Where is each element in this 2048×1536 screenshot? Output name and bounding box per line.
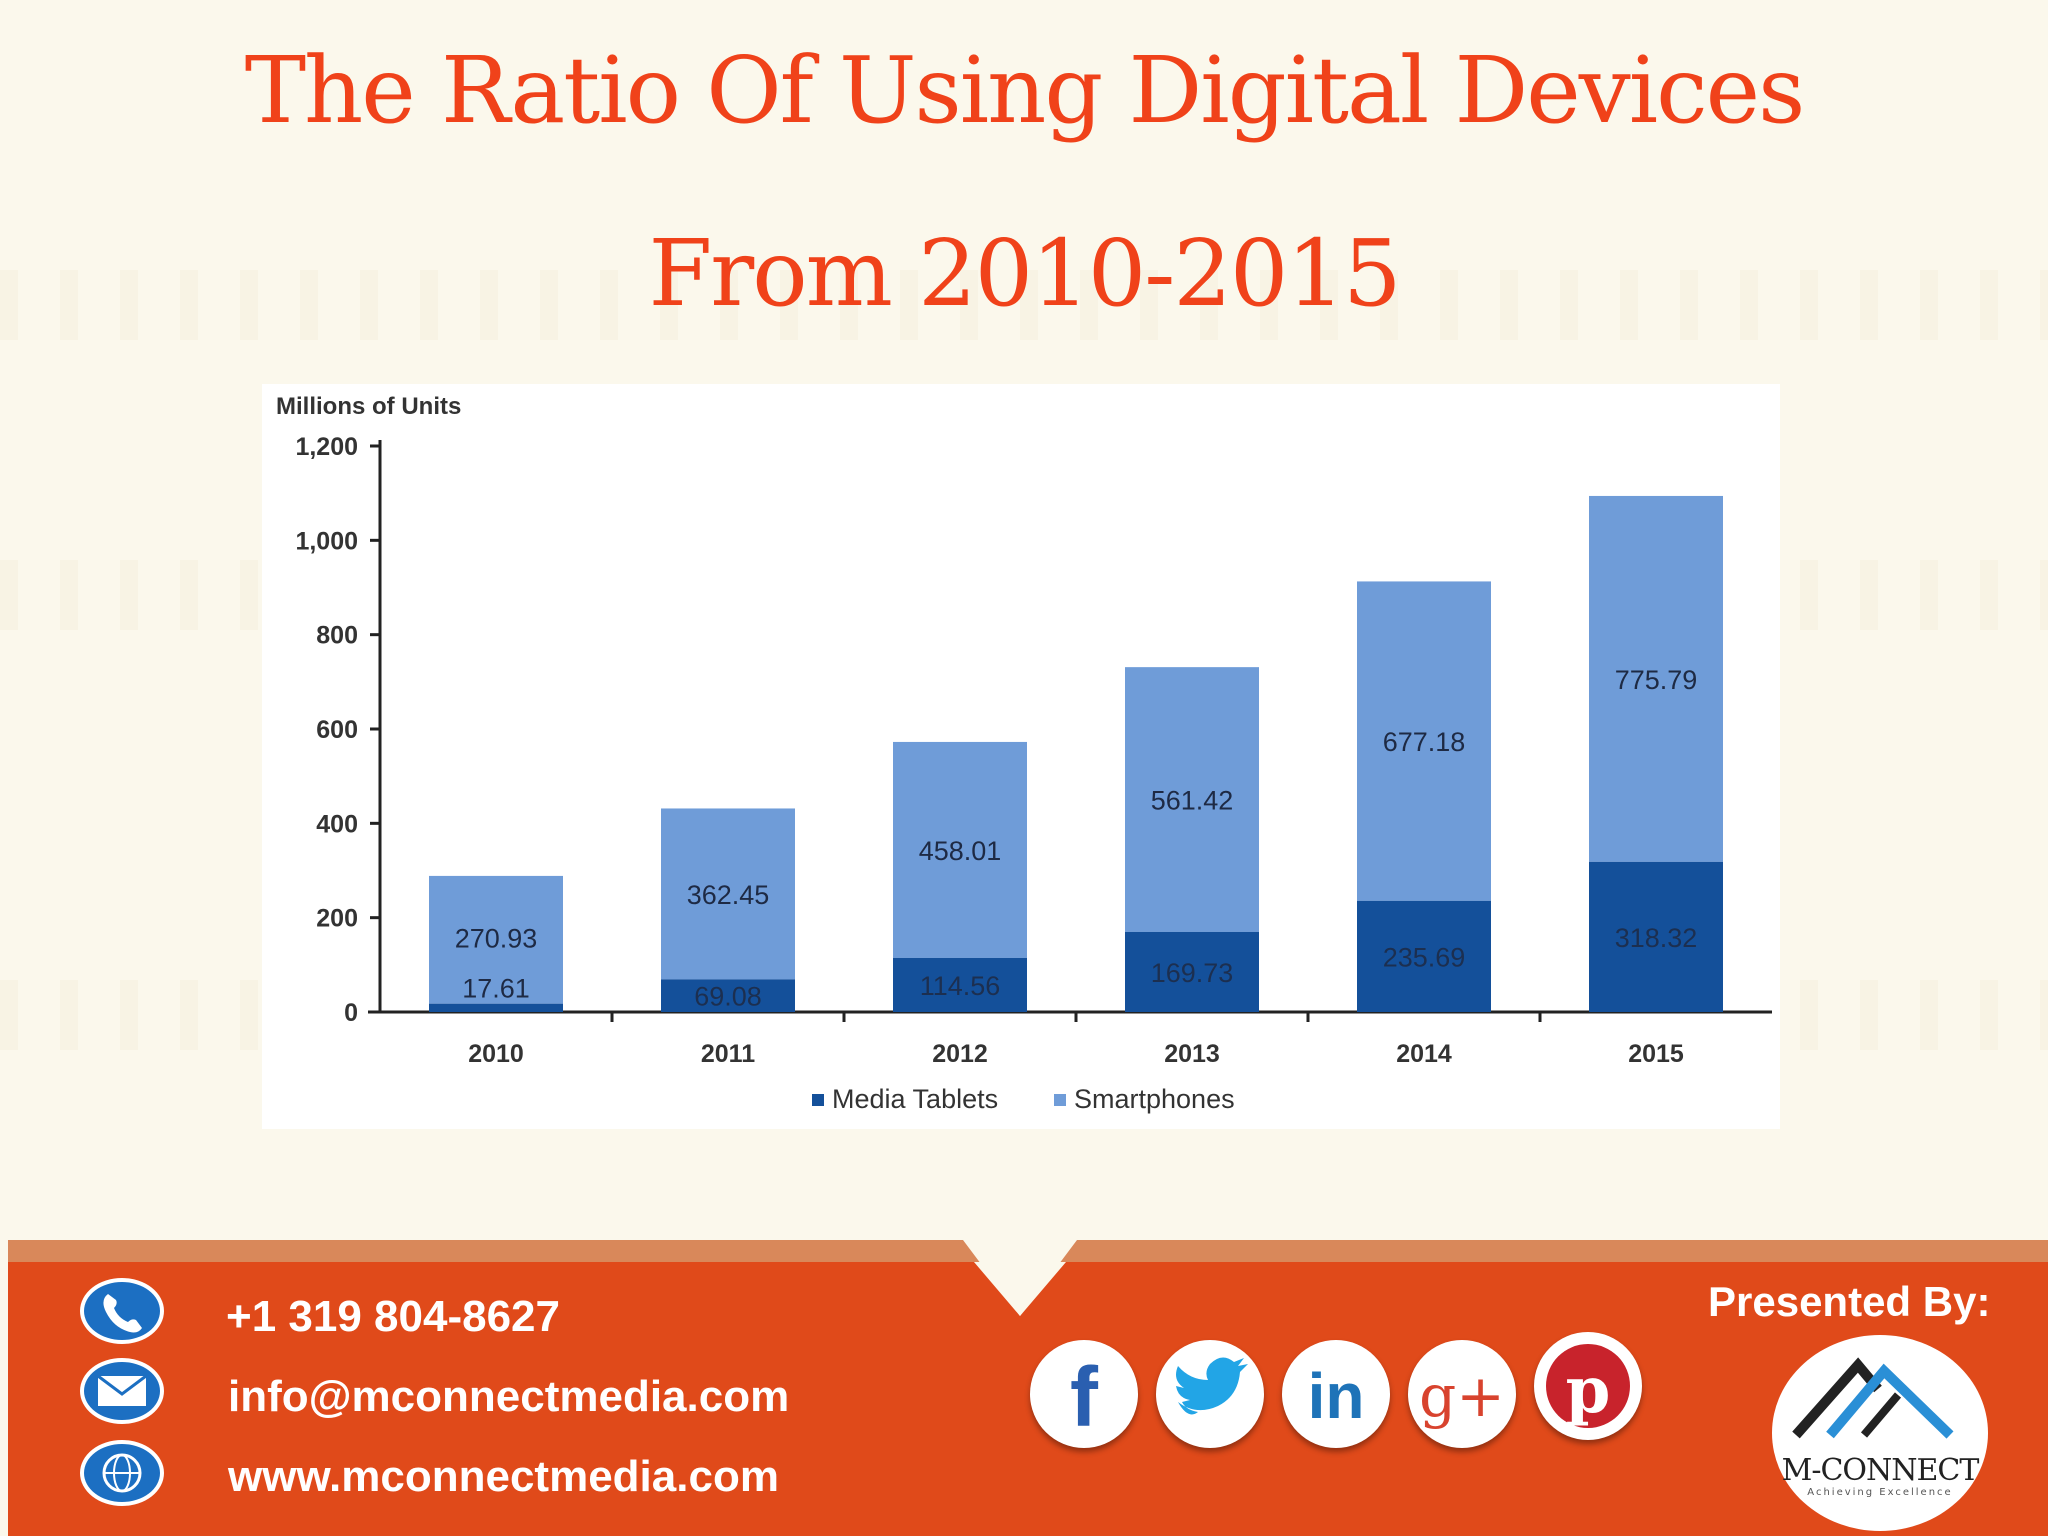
x-tick-label: 2014	[1396, 1040, 1452, 1068]
svg-text:in: in	[1308, 1360, 1365, 1432]
phone-number[interactable]: +1 319 804-8627	[226, 1292, 560, 1341]
phone-icon[interactable]	[80, 1278, 164, 1344]
y-tick-label: 1,200	[295, 433, 358, 461]
page-title-line-1: The Ratio Of Using Digital Devices	[244, 37, 1806, 144]
bar-media-tablets-2014	[1357, 900, 1491, 1012]
data-label-media-tablets: 169.73	[1151, 958, 1234, 988]
data-label-media-tablets: 318.32	[1615, 923, 1698, 953]
y-tick-label: 1,000	[295, 527, 358, 555]
linkedin-icon[interactable]: in	[1282, 1340, 1390, 1448]
pinterest-icon[interactable]: p	[1534, 1332, 1642, 1440]
bar-media-tablets-2010	[429, 1003, 563, 1012]
svg-text:g+: g+	[1419, 1362, 1505, 1430]
logo-name: M-CONNECT	[1781, 1453, 1980, 1488]
legend-label-smartphones: Smartphones	[1074, 1084, 1235, 1114]
data-label-smartphones: 677.18	[1383, 727, 1466, 757]
x-tick-label: 2012	[932, 1040, 988, 1068]
bar-media-tablets-2013	[1125, 931, 1259, 1012]
data-label-media-tablets: 69.08	[694, 982, 762, 1012]
svg-text:f: f	[1070, 1350, 1099, 1444]
y-axis-title: Millions of Units	[276, 393, 461, 420]
x-tick-label: 2010	[468, 1040, 524, 1068]
page-title-line-2: From 2010-2015	[648, 220, 1401, 327]
bar-media-tablets-2012	[893, 957, 1027, 1012]
legend-label-media-tablets: Media Tablets	[832, 1084, 998, 1114]
x-tick-label: 2013	[1164, 1040, 1220, 1068]
email-address[interactable]: info@mconnectmedia.com	[228, 1372, 790, 1421]
mail-icon[interactable]	[80, 1358, 164, 1424]
y-tick-label: 400	[316, 810, 358, 838]
y-tick-label: 600	[316, 716, 358, 744]
stacked-bar-chart: Millions of Units 0 200 400 600 800 1,000 1,200…	[276, 393, 1772, 1114]
y-tick-label: 0	[344, 999, 358, 1027]
data-label-media-tablets: 235.69	[1383, 942, 1466, 972]
google-plus-icon[interactable]: g+	[1408, 1340, 1516, 1448]
company-logo[interactable]: M-CONNECT Achieving Excellence	[1772, 1335, 1988, 1531]
footer	[8, 1262, 2048, 1536]
logo-tagline: Achieving Excellence	[1807, 1487, 1953, 1498]
y-tick-label: 200	[316, 905, 358, 933]
bar-smartphones-2014	[1357, 581, 1491, 901]
globe-icon[interactable]	[80, 1440, 164, 1506]
chart-panel: Millions of Units 0 200 400 600 800 1,000 1,200…	[262, 384, 1780, 1129]
bar-media-tablets-2011	[661, 979, 795, 1012]
legend-swatch-smartphones	[1054, 1094, 1066, 1106]
data-label-smartphones: 270.93	[455, 924, 538, 954]
data-label-media-tablets: 17.61	[462, 974, 530, 1004]
bar-smartphones-2012	[893, 741, 1027, 958]
data-label-smartphones: 458.01	[919, 836, 1002, 866]
x-tick-label: 2015	[1628, 1040, 1684, 1068]
website-url[interactable]: www.mconnectmedia.com	[228, 1452, 779, 1501]
bar-smartphones-2013	[1125, 667, 1259, 932]
data-label-smartphones: 561.42	[1151, 786, 1234, 816]
legend-swatch-media-tablets	[812, 1094, 824, 1106]
background-stripe	[0, 270, 2048, 340]
twitter-icon[interactable]	[1156, 1340, 1264, 1448]
data-label-smartphones: 775.79	[1615, 665, 1698, 695]
x-tick-label: 2011	[701, 1040, 755, 1068]
data-label-smartphones: 362.45	[687, 880, 770, 910]
bar-smartphones-2015	[1589, 495, 1723, 862]
svg-text:p: p	[1566, 1353, 1611, 1428]
facebook-icon[interactable]: f	[1030, 1340, 1138, 1448]
footer-notch	[960, 1236, 1080, 1316]
bar-media-tablets-2015	[1589, 861, 1723, 1012]
presented-by-label: Presented By:	[1708, 1278, 1991, 1325]
bar-smartphones-2010	[429, 875, 563, 1004]
y-tick-label: 800	[316, 622, 358, 650]
bar-smartphones-2011	[661, 808, 795, 980]
data-label-media-tablets: 114.56	[920, 971, 1001, 1001]
